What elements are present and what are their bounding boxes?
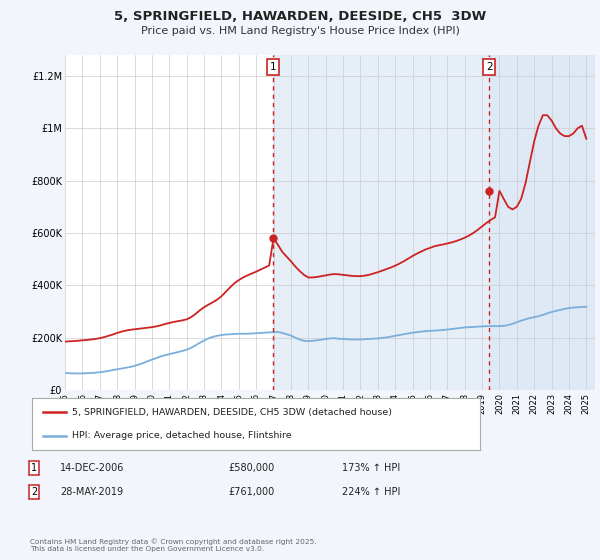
- Text: £761,000: £761,000: [228, 487, 274, 497]
- Text: 5, SPRINGFIELD, HAWARDEN, DEESIDE, CH5 3DW (detached house): 5, SPRINGFIELD, HAWARDEN, DEESIDE, CH5 3…: [73, 408, 392, 417]
- Text: 1: 1: [31, 463, 37, 473]
- Bar: [273, 55, 595, 390]
- Text: Contains HM Land Registry data © Crown copyright and database right 2025.
This d: Contains HM Land Registry data © Crown c…: [30, 538, 317, 552]
- Text: £580,000: £580,000: [228, 463, 274, 473]
- Text: 14-DEC-2006: 14-DEC-2006: [60, 463, 124, 473]
- Text: HPI: Average price, detached house, Flintshire: HPI: Average price, detached house, Flin…: [73, 431, 292, 441]
- Bar: [489, 55, 595, 390]
- Text: 224% ↑ HPI: 224% ↑ HPI: [342, 487, 400, 497]
- Text: 28-MAY-2019: 28-MAY-2019: [60, 487, 123, 497]
- Text: 5, SPRINGFIELD, HAWARDEN, DEESIDE, CH5  3DW: 5, SPRINGFIELD, HAWARDEN, DEESIDE, CH5 3…: [114, 10, 486, 23]
- Text: 2: 2: [31, 487, 37, 497]
- Text: 173% ↑ HPI: 173% ↑ HPI: [342, 463, 400, 473]
- Text: 1: 1: [269, 62, 276, 72]
- Text: 2: 2: [486, 62, 493, 72]
- Text: Price paid vs. HM Land Registry's House Price Index (HPI): Price paid vs. HM Land Registry's House …: [140, 26, 460, 36]
